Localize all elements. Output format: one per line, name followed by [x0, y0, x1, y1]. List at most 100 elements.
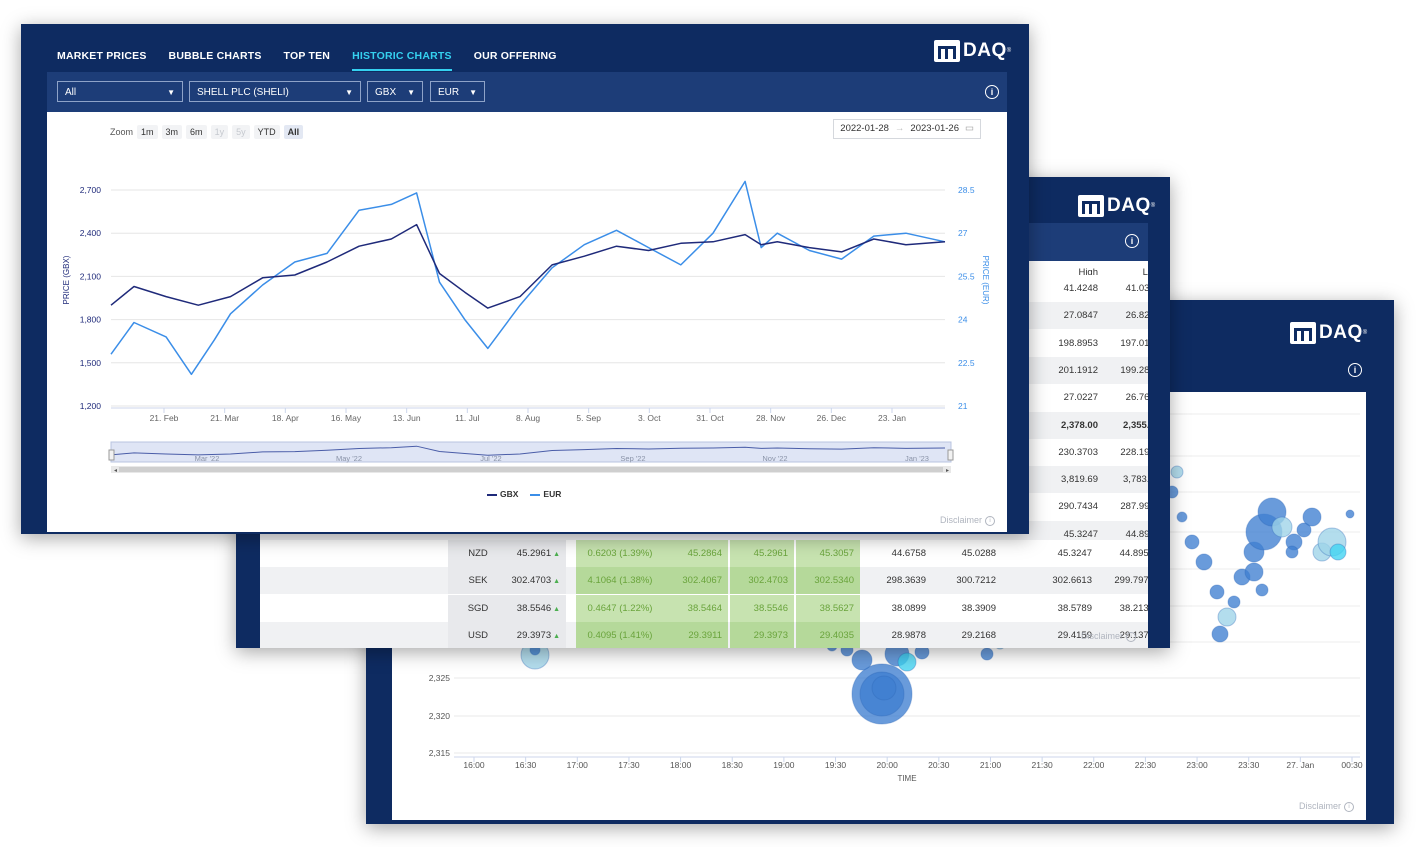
instrument-select[interactable]: SHELL PLC (SHELI) ▼ [189, 81, 361, 102]
bubble[interactable] [1195, 553, 1213, 571]
bubble[interactable] [1329, 543, 1347, 561]
currency-select[interactable]: EUR ▼ [430, 81, 485, 102]
x-tick-label: 18. Apr [272, 413, 299, 423]
legend-swatch [487, 493, 497, 496]
table-row[interactable]: USD 29.3973 ▲ 0.4095 (1.41%) 29.3911 29.3973… [260, 621, 1148, 648]
legend-item-gbx[interactable]: GBX [487, 489, 518, 499]
bubble[interactable] [1184, 534, 1200, 550]
zoom-ytd-button[interactable]: YTD [253, 125, 280, 139]
arrow-up-icon: ▲ [551, 632, 560, 640]
cell-high: 230.3703 [1058, 446, 1098, 458]
disclaimer-link[interactable]: Disclaimer i [1081, 631, 1136, 642]
nav-market-prices[interactable]: MARKET PRICES [57, 50, 147, 62]
bubble[interactable] [851, 649, 873, 671]
navigator-range[interactable] [110, 441, 952, 463]
info-icon[interactable]: i [1348, 363, 1362, 377]
zoom-all-button[interactable]: All [283, 125, 304, 139]
mdaq-logo: DAQ ® [934, 40, 1011, 62]
cell-c3: 29.4035 [796, 621, 860, 648]
zoom-controls: Zoom 1m 3m 6m 1y 5y YTD All [110, 125, 304, 139]
info-icon[interactable]: i [1125, 234, 1139, 248]
cell-change: 0.4647 (1.22%) [576, 594, 664, 622]
bubble[interactable] [1345, 509, 1355, 519]
nav-our-offering[interactable]: OUR OFFERING [473, 50, 557, 62]
cell-c1: 302.4067 [664, 567, 728, 595]
nav-bubble-charts[interactable]: BUBBLE CHARTS [168, 50, 262, 62]
bubble[interactable] [1176, 511, 1188, 523]
table-row[interactable]: SGD 38.5546 ▲ 0.4647 (1.22%) 38.5464 38.5546… [260, 594, 1148, 622]
bubble[interactable] [871, 675, 897, 701]
table-row[interactable]: NZD 45.2961 ▲ 0.6203 (1.39%) 45.2864 45.2961… [260, 540, 1148, 567]
calendar-icon[interactable]: ▭ [965, 123, 974, 134]
bubble[interactable] [1271, 516, 1293, 538]
y2-tick-label: 28.5 [958, 185, 975, 195]
x-tick-label: 21. Feb [150, 413, 179, 423]
x-tick-label: 23:30 [1238, 760, 1260, 770]
unit-select[interactable]: GBX ▼ [367, 81, 423, 102]
cell-ccy: SGD [448, 594, 508, 622]
date-to[interactable]: 2023-01-26 [910, 123, 960, 134]
y-tick-label: 1,500 [80, 358, 102, 368]
zoom-1y-button: 1y [210, 125, 229, 139]
legend-item-eur[interactable]: EUR [530, 489, 561, 499]
series-line-gbx[interactable] [110, 223, 946, 309]
y2-tick-label: 27 [958, 228, 968, 238]
cell-last: 38.5546 ▲ [508, 594, 566, 622]
mdaq-logo-mark-icon [1290, 322, 1316, 344]
navigator-label: Jul '22 [480, 454, 501, 463]
table-row[interactable]: SEK 302.4703 ▲ 4.1064 (1.38%) 302.4067 302.4… [260, 567, 1148, 595]
cell-last: 29.3973 ▲ [508, 621, 566, 648]
chevron-down-icon: ▼ [407, 88, 415, 97]
navigator-label: Jan '23 [905, 454, 929, 463]
date-from[interactable]: 2022-01-28 [840, 123, 889, 134]
cell-high: 41.4248 [1063, 283, 1098, 294]
bubble[interactable] [980, 647, 994, 661]
navigator-handle-left[interactable] [108, 449, 115, 461]
x-tick-label: 31. Oct [696, 413, 724, 423]
bubble[interactable] [1227, 595, 1241, 609]
cell-high: 45.3247 [1057, 548, 1092, 559]
zoom-6m-button[interactable]: 6m [186, 125, 207, 139]
series-line-eur[interactable] [110, 180, 946, 376]
cell-last: 302.4703 ▲ [508, 567, 566, 595]
scroll-left-icon[interactable]: ◂ [114, 468, 117, 474]
zoom-1m-button[interactable]: 1m [137, 125, 158, 139]
nav-top-ten[interactable]: TOP TEN [283, 50, 331, 62]
info-icon[interactable]: i [985, 85, 999, 99]
scroll-right-icon[interactable]: ▸ [946, 468, 949, 474]
cell-high: 27.0227 [1063, 392, 1098, 404]
disclaimer-link[interactable]: Disclaimer i [1299, 801, 1354, 812]
arrow-up-icon: ▲ [551, 605, 560, 613]
bubble[interactable] [1217, 607, 1237, 627]
scrollbar-thumb[interactable] [119, 467, 943, 472]
y2-tick-label: 24 [958, 315, 968, 325]
navigator-handle-right[interactable] [947, 449, 954, 461]
cell-change: 0.6203 (1.39%) [576, 540, 664, 567]
bubble[interactable] [1285, 545, 1299, 559]
cell-c2: 38.5546 [730, 594, 794, 622]
cell-ccy: SEK [448, 567, 508, 595]
arrow-up-icon: ▲ [551, 578, 560, 586]
nav-historic-charts[interactable]: HISTORIC CHARTS [352, 50, 452, 71]
category-select[interactable]: All ▼ [57, 81, 183, 102]
bubble[interactable] [1170, 465, 1184, 479]
bubble[interactable] [1244, 562, 1264, 582]
cell-low: 44.8958 [1125, 528, 1148, 540]
cell-low: 41.0328 [1125, 283, 1148, 294]
bubble[interactable] [1302, 507, 1322, 527]
bubble[interactable] [1255, 583, 1269, 597]
date-range-picker[interactable]: 2022-01-28 → 2023-01-26 ▭ [833, 119, 981, 139]
cell-change: 0.4095 (1.41%) [576, 621, 664, 648]
zoom-3m-button[interactable]: 3m [161, 125, 183, 139]
cell-c5: 45.0288 [961, 548, 996, 559]
cell-c3: 302.5340 [796, 567, 860, 595]
disclaimer-link[interactable]: Disclaimer i [940, 515, 995, 526]
bubble[interactable] [897, 652, 917, 672]
x-tick-label: 21:00 [980, 760, 1002, 770]
arrow-up-icon: ▲ [551, 551, 560, 558]
x-tick-label: 11. Jul [455, 413, 480, 423]
table-header-low: Low [1142, 267, 1148, 278]
bubble[interactable] [1211, 625, 1229, 643]
bubble[interactable] [1209, 584, 1225, 600]
bubble[interactable] [1296, 522, 1312, 538]
